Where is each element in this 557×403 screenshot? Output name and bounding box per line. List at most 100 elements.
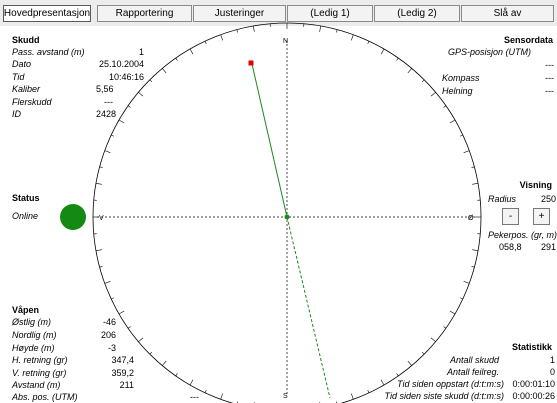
zoom-in-button[interactable]: + (533, 208, 550, 225)
sensordata-value: --- (545, 60, 554, 70)
tick-mark (162, 68, 167, 74)
tick-mark (118, 310, 125, 315)
tick-mark (175, 57, 178, 61)
west-label: V (99, 215, 104, 222)
skudd-label: Pass. avstand (m) (12, 47, 85, 57)
tick-mark (463, 150, 470, 153)
vapen-label: Abs. pos. (UTM) (12, 392, 78, 402)
vapen-label: V. retning (gr) (12, 368, 67, 378)
tick-mark (104, 150, 111, 153)
statistikk-title: Statistikk (511, 342, 552, 352)
skudd-value: 5,56 (96, 84, 114, 94)
tick-mark (407, 68, 412, 74)
tick-mark (138, 337, 144, 342)
vapen-value: 359,2 (111, 368, 134, 378)
north-label: N (283, 38, 288, 45)
tab-justeringer[interactable]: Justeringer (193, 5, 286, 22)
status-label: Online (12, 211, 39, 221)
statistikk-label: Tid siden oppstart (d:t:m:s) (397, 379, 504, 389)
skudd-value: --- (104, 97, 113, 107)
sensordata-value: --- (545, 86, 554, 96)
sensordata-label: Helning (442, 86, 473, 96)
vapen-label: Høyde (m) (12, 343, 55, 353)
tick-mark (220, 34, 223, 41)
vapen-label: Nordlig (m) (12, 330, 57, 340)
tick-mark (380, 48, 385, 55)
skudd-label: ID (12, 109, 21, 119)
pekerpos-distance: 291 (540, 242, 556, 252)
weapon-direction-line (251, 63, 288, 218)
tick-mark (253, 25, 255, 32)
tick-mark (95, 249, 102, 251)
tick-mark (175, 373, 178, 377)
tab-rapportering[interactable]: Rapportering (97, 5, 192, 22)
tick-mark (319, 25, 321, 32)
tick-mark (336, 29, 338, 33)
tick-mark (351, 34, 354, 41)
tick-mark (449, 119, 456, 124)
tick-mark (471, 166, 475, 168)
tick-mark (236, 29, 238, 33)
sensor-center-dot (284, 214, 290, 220)
visning-title: Visning (519, 180, 552, 190)
tick-mark (127, 105, 131, 108)
statistikk-value: 0 (549, 367, 555, 377)
shot-marker (248, 60, 254, 66)
tick-mark (111, 297, 115, 300)
statistikk-label: Antall skudd (449, 355, 499, 365)
skudd-value: 1 (138, 47, 144, 57)
sensordata-label: Kompass (442, 73, 480, 83)
south-label: S (283, 393, 288, 400)
tick-mark (472, 183, 479, 185)
tick-mark (396, 57, 399, 61)
tick-mark (471, 266, 475, 268)
statistikk-label: Tid siden siste skudd (d:t:m:s) (384, 391, 504, 401)
vapen-label: H. retning (gr) (12, 355, 68, 365)
projectile-path-line (286, 216, 331, 399)
tick-mark (149, 351, 153, 355)
tick-mark (104, 281, 111, 284)
tick-mark (380, 379, 385, 386)
tick-mark (421, 351, 425, 355)
tick-mark (111, 134, 115, 137)
tick-mark (204, 389, 207, 393)
tick-mark (118, 119, 125, 124)
status-title: Status (12, 193, 40, 203)
tick-mark (95, 183, 102, 185)
tick-mark (351, 393, 354, 400)
skudd-title: Skudd (12, 35, 40, 45)
tick-mark (189, 48, 194, 55)
tick-mark (443, 105, 447, 108)
tab-sla-av[interactable]: Slå av (461, 5, 554, 22)
statistikk-label: Antall feilreg. (446, 367, 499, 377)
tick-mark (99, 166, 103, 168)
sensordata-title: Sensordata (503, 35, 553, 45)
radius-value: 250 (540, 194, 556, 204)
status-indicator (60, 204, 86, 230)
skudd-value: 10:46:16 (108, 72, 144, 82)
degree-ticks (93, 23, 481, 403)
zoom-out-button[interactable]: - (502, 208, 519, 225)
tab-ledig-1[interactable]: (Ledig 1) (287, 5, 373, 22)
vapen-title: Våpen (12, 305, 40, 315)
pekerpos-angle: 058,8 (499, 242, 522, 252)
tick-mark (220, 393, 223, 400)
tick-mark (367, 389, 370, 393)
tick-mark (459, 134, 463, 137)
vapen-value: -3 (107, 343, 116, 353)
tab-bar: Hovedpresentasjon Rapportering Justering… (0, 0, 557, 26)
skudd-label: Dato (12, 59, 32, 69)
tick-mark (189, 379, 194, 386)
sensordata-label: GPS-posisjon (UTM) (447, 47, 531, 57)
vapen-label: Avstand (m) (12, 380, 61, 390)
tick-mark (162, 360, 167, 366)
tick-mark (472, 249, 479, 251)
tab-hovedpresentasjon[interactable]: Hovedpresentasjon (3, 5, 91, 22)
statistikk-value: 0:00:00:26 (512, 391, 555, 401)
vapen-label: Østlig (m) (12, 317, 51, 327)
east-label: Ø (468, 215, 474, 222)
tick-mark (421, 79, 425, 83)
tab-ledig-2[interactable]: (Ledig 2) (374, 5, 460, 22)
tick-mark (127, 326, 131, 329)
